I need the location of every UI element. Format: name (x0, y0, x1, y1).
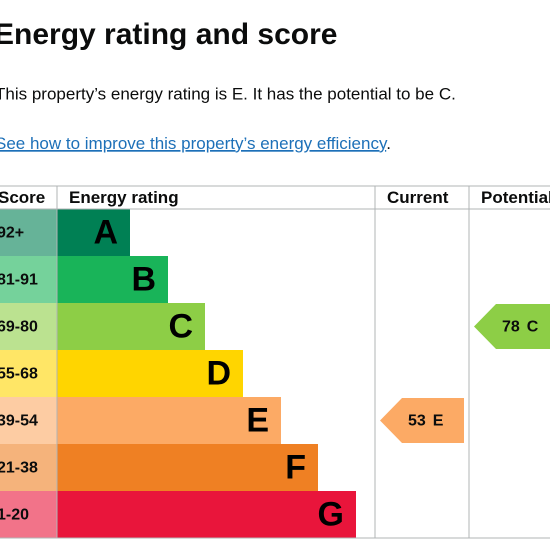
rating-letter: D (206, 354, 231, 392)
rating-bar (57, 444, 318, 491)
column-header: Score (0, 188, 45, 207)
potential-label: 78 C (502, 319, 539, 336)
column-header: Potential (481, 188, 550, 207)
rating-bar (57, 397, 281, 444)
link-suffix: . (386, 134, 391, 153)
current-rating: E (433, 413, 444, 430)
score-band: 39-54 (0, 413, 38, 430)
score-cell (0, 397, 57, 444)
score-band: 81-91 (0, 272, 38, 289)
score-band: 55-68 (0, 366, 38, 383)
current-score: 53 (408, 413, 426, 430)
score-cell (0, 209, 57, 256)
potential-arrow (474, 304, 550, 349)
potential-rating: C (527, 319, 539, 336)
improve-link-line: See how to improve this property’s energ… (0, 134, 391, 153)
score-cell (0, 350, 57, 397)
score-cell (0, 444, 57, 491)
rating-letter: F (285, 448, 306, 486)
improve-link[interactable]: See how to improve this property’s energ… (0, 134, 388, 153)
score-cell (0, 303, 57, 350)
rating-letter: B (131, 260, 156, 298)
intro-text: This property’s energy rating is E. It h… (0, 84, 456, 103)
rating-letter: C (168, 307, 193, 345)
current-arrow (380, 398, 464, 443)
rating-bar (57, 303, 205, 350)
page-title: Energy rating and score (0, 18, 337, 51)
rating-letter: A (93, 213, 118, 251)
score-band: 92+ (0, 225, 24, 242)
rating-letter: G (318, 495, 344, 533)
column-header: Energy rating (69, 188, 179, 207)
current-label: 53 E (408, 413, 444, 430)
potential-score: 78 (502, 319, 520, 336)
score-cell (0, 256, 57, 303)
energy-table: Score Energy rating Current Potential 92+ A 81… (0, 185, 550, 539)
rating-bar (57, 350, 243, 397)
rating-bar (57, 209, 130, 256)
column-header: Current (387, 188, 449, 207)
rating-bar (57, 491, 356, 538)
rating-letter: E (246, 401, 269, 439)
score-band: 1-20 (0, 507, 29, 524)
score-band: 21-38 (0, 460, 38, 477)
rating-bar (57, 256, 168, 303)
score-band: 69-80 (0, 319, 38, 336)
score-cell (0, 491, 57, 538)
